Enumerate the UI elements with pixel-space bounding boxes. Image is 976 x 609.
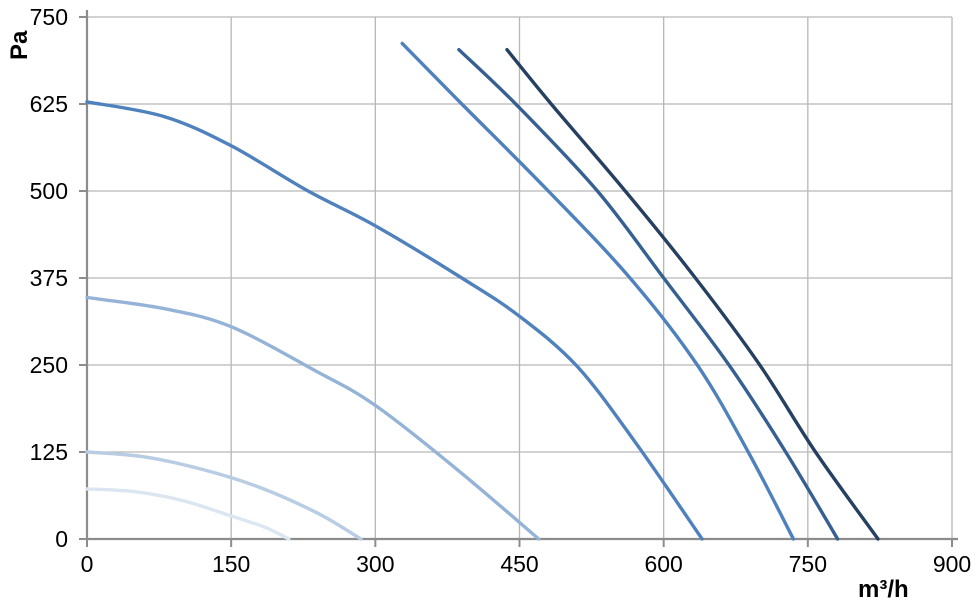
x-tick-label: 150 xyxy=(212,551,250,577)
x-tick-label: 0 xyxy=(81,551,94,577)
y-tick-label: 250 xyxy=(30,352,68,378)
performance-curve-5 xyxy=(400,41,796,541)
performance-curve-6 xyxy=(457,48,840,541)
performance-curve-1 xyxy=(85,487,291,541)
x-axis-title: m³/h xyxy=(858,576,909,603)
x-tick-label: 750 xyxy=(789,551,827,577)
y-tick-label: 0 xyxy=(55,526,68,552)
y-axis-title: Pa xyxy=(6,30,33,60)
performance-curve-4 xyxy=(85,100,704,541)
y-tick-label: 375 xyxy=(30,265,68,291)
x-tick-label: 450 xyxy=(500,551,538,577)
y-tick-label: 625 xyxy=(30,91,68,117)
y-tick-label: 750 xyxy=(30,4,68,30)
y-tick-label: 125 xyxy=(30,439,68,465)
x-tick-label: 300 xyxy=(356,551,394,577)
x-tick-label: 600 xyxy=(644,551,682,577)
x-tick-label: 900 xyxy=(933,551,971,577)
performance-curve-3 xyxy=(85,295,541,541)
performance-curve-2 xyxy=(85,450,363,541)
performance-curve-7 xyxy=(505,48,880,541)
y-tick-label: 500 xyxy=(30,178,68,204)
